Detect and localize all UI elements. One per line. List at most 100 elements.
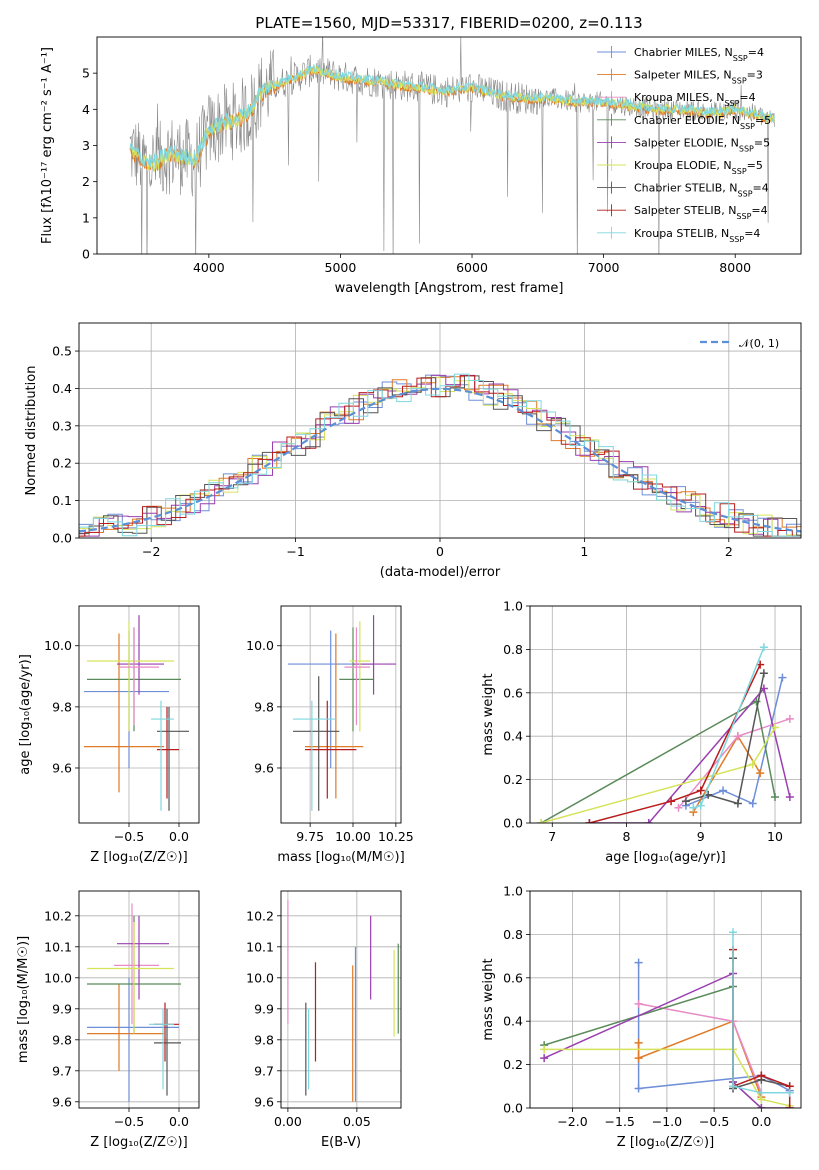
legend: Chabrier MILES, NSSP=4 Salpeter MILES, NS… — [597, 46, 771, 243]
axes: 9.75 10.00 10.25 9.6 9.8 10.0 mass [log₁₀(M/M☉… — [246, 605, 414, 865]
plot-area — [87, 903, 181, 1102]
y-tick-label: 0.6 — [503, 685, 523, 700]
model-line-stelib_kroupa — [129, 64, 775, 170]
y-tick-label: 1.0 — [503, 884, 523, 899]
series-elodie_kroupa — [544, 1048, 790, 1107]
y-tick-label: 10.2 — [44, 908, 72, 923]
y-axis-label: Flux [fλ10⁻¹⁷ erg cm⁻² s⁻¹ A⁻¹] — [40, 47, 55, 244]
y-tick-label: 9.8 — [52, 1032, 72, 1047]
y-tick-label: 3 — [82, 138, 90, 153]
legend-label: Chabrier ELODIE, NSSP=5 — [634, 114, 771, 131]
y-axis-label: mass weight — [481, 673, 496, 755]
legend: 𝒩(0, 1) — [700, 337, 779, 350]
y-tick-label: 9.6 — [52, 760, 72, 775]
x-axis-label: (data-model)/error — [380, 565, 501, 580]
chart-residuals: −2 −1 0 1 2 0.0 0.1 0.2 0.3 0.4 0.5 (data-model)/er… — [24, 322, 802, 580]
plot-area — [540, 928, 794, 1108]
x-tick-label: 10 — [767, 829, 783, 844]
y-tick-label: 0.5 — [52, 344, 72, 359]
y-tick-label: 9.8 — [254, 1032, 274, 1047]
y-tick-label: 9.7 — [52, 1063, 72, 1078]
axes-frame — [78, 890, 200, 1109]
legend-label: Salpeter MILES, NSSP=3 — [634, 69, 763, 86]
x-tick-label: 2 — [725, 544, 733, 559]
series-elodie_kroupa — [540, 727, 776, 823]
marker-stelib_kroupa — [696, 801, 705, 810]
plot-area — [287, 900, 399, 1102]
x-tick-label: 1 — [580, 544, 588, 559]
x-tick-label: 5000 — [325, 260, 357, 275]
x-tick-label: 0.05 — [343, 1114, 371, 1129]
legend-label: Kroupa ELODIE, NSSP=5 — [634, 159, 763, 176]
marker-stelib_kroupa — [729, 928, 738, 937]
x-tick-label: 0.0 — [169, 829, 189, 844]
legend-label: Chabrier STELIB, NSSP=4 — [634, 182, 769, 199]
y-tick-label: 9.8 — [52, 699, 72, 714]
grid — [281, 891, 401, 1108]
y-tick-label: 9.9 — [254, 1001, 274, 1016]
marker-elodie_salpeter — [540, 1054, 549, 1063]
x-axis-label: Z [log₁₀(Z/Z☉)] — [90, 850, 187, 865]
marker-miles_chabrier — [748, 799, 757, 808]
x-axis-label: mass [log₁₀(M/M☉)] — [277, 850, 404, 865]
x-tick-label: 0.0 — [169, 1114, 189, 1129]
y-tick-label: 0.0 — [503, 816, 523, 831]
y-tick-label: 0.4 — [503, 1014, 523, 1029]
axes: −2.0 −1.5 −1.0 −0.5 0.0 0.0 0.2 0.4 0.6 0.8 1.0 Z [… — [481, 884, 802, 1150]
grid — [79, 891, 199, 1108]
y-tick-label: 0.1 — [52, 493, 72, 508]
y-tick-label: 10.0 — [44, 638, 72, 653]
marker-miles_salpeter — [634, 1038, 643, 1047]
chart-mass_vs_ebv: 0.00 0.05 9.6 9.7 9.8 9.9 10.0 10.1 10.2 E(B-V) — [246, 890, 402, 1150]
y-tick-label: 1.0 — [503, 599, 523, 614]
grid — [281, 606, 401, 823]
x-tick-label: 0 — [436, 544, 444, 559]
axes-frame — [78, 605, 200, 824]
chart-spectrum: 4000 5000 6000 7000 8000 0 1 2 3 4 5 wavelength [An… — [40, 14, 802, 296]
y-tick-label: 0.4 — [503, 729, 523, 744]
marker-elodie_salpeter — [644, 819, 653, 823]
y-tick-label: 0.0 — [503, 1101, 523, 1116]
chart-mass_vs_Z: −0.5 0.0 9.6 9.7 9.8 9.9 10.0 10.1 10.2 Z [log₁₀(… — [16, 890, 200, 1150]
x-tick-label: 7 — [548, 829, 556, 844]
plot-area — [287, 615, 396, 811]
y-tick-label: 0.3 — [52, 418, 72, 433]
histogram-stelib_kroupa — [79, 373, 801, 537]
x-tick-label: 4000 — [193, 260, 225, 275]
marker-elodie_chabrier — [752, 697, 761, 706]
marker-elodie_chabrier — [771, 792, 780, 801]
y-tick-label: 9.6 — [254, 1094, 274, 1109]
marker-miles_chabrier — [778, 673, 787, 682]
y-tick-label: 10.0 — [246, 970, 274, 985]
x-tick-label: 6000 — [456, 260, 488, 275]
histogram-stelib_salpeter — [79, 375, 801, 537]
axes-frame — [280, 605, 402, 824]
x-tick-label: 0.00 — [274, 1114, 302, 1129]
axes: −0.5 0.0 9.6 9.7 9.8 9.9 10.0 10.1 10.2 Z [log₁₀(… — [16, 890, 200, 1150]
y-axis-label: Normed distribution — [24, 366, 39, 496]
x-tick-label: −0.5 — [114, 1114, 144, 1129]
x-tick-label: 8000 — [719, 260, 751, 275]
y-axis-label: age [log₁₀(age/yr)] — [18, 654, 33, 775]
marker-miles_chabrier — [634, 1084, 643, 1093]
marker-stelib_chabrier — [681, 797, 690, 806]
y-tick-label: 0.2 — [503, 772, 523, 787]
axes: −2 −1 0 1 2 0.0 0.1 0.2 0.3 0.4 0.5 (data-model)/er… — [24, 322, 802, 580]
series-elodie_chabrier — [543, 985, 762, 1108]
marker-miles_kroupa — [674, 803, 683, 812]
y-tick-label: 0.2 — [52, 456, 72, 471]
chart-title: PLATE=1560, MJD=53317, FIBERID=0200, z=0… — [255, 14, 642, 32]
marker-stelib_kroupa — [759, 643, 768, 652]
legend-label: Salpeter ELODIE, NSSP=5 — [634, 136, 770, 153]
y-tick-label: 10.1 — [246, 939, 274, 954]
marker-stelib_salpeter — [667, 797, 676, 806]
axes: −0.5 0.0 9.6 9.8 10.0 Z [log₁₀(Z/Z☉)] age [log… — [18, 605, 200, 865]
marker-stelib_salpeter — [585, 819, 594, 823]
marker-elodie_kroupa — [540, 1045, 549, 1054]
y-tick-label: 1 — [82, 210, 90, 225]
y-tick-label: 0.4 — [52, 381, 72, 396]
legend-label: Kroupa MILES, NSSP=4 — [634, 91, 756, 108]
marker-stelib_salpeter — [696, 786, 705, 795]
histogram-miles_salpeter — [79, 376, 801, 537]
y-tick-label: 9.9 — [52, 1001, 72, 1016]
